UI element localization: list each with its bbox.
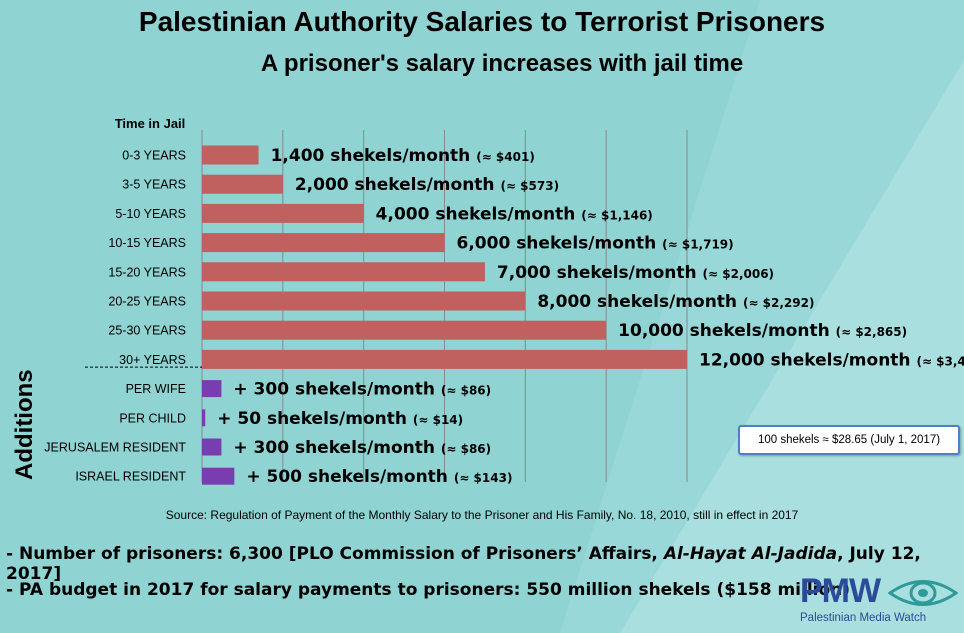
source-note: Source: Regulation of Payment of the Mon… (165, 508, 799, 522)
data-label: 8,000 shekels/month (≈ $2,292) (537, 292, 814, 312)
data-label-usd: (≈ $3,438) (916, 354, 964, 368)
bar (202, 380, 222, 398)
bar (202, 174, 283, 194)
chart-subtitle: A prisoner's salary increases with jail … (260, 50, 744, 77)
data-label: 6,000 shekels/month (≈ $1,719) (457, 234, 734, 254)
budget-note: - PA budget in 2017 for salary payments … (6, 580, 851, 600)
category-label: JERUSALEM RESIDENT (44, 441, 186, 455)
data-label-shekels: 4,000 shekels/month (376, 204, 582, 224)
category-label: 15-20 YEARS (108, 265, 186, 279)
data-label-usd: (≈ $1,719) (662, 238, 734, 252)
bar (202, 262, 485, 282)
axis-header: Time in Jail (115, 116, 186, 131)
data-label-shekels: + 500 shekels/month (246, 467, 453, 487)
pmw-logo: PMW Palestinian Media Watch (800, 572, 960, 628)
bar (202, 233, 445, 253)
prisoner-count-note: - Number of prisoners: 6,300 [PLO Commis… (6, 544, 964, 584)
category-label: PER CHILD (119, 411, 186, 425)
category-label: 25-30 YEARS (108, 324, 186, 338)
category-label: PER WIFE (126, 382, 186, 396)
logo-subtitle: Palestinian Media Watch (800, 612, 927, 624)
data-label: 12,000 shekels/month (≈ $3,438) (699, 350, 964, 370)
data-label-usd: (≈ $86) (441, 442, 491, 456)
data-label-usd: (≈ $401) (476, 150, 535, 164)
data-label-usd: (≈ $86) (441, 384, 491, 398)
note1-italic: Al-Hayat Al-Jadida (663, 544, 838, 564)
data-label: 7,000 shekels/month (≈ $2,006) (497, 263, 774, 283)
data-label-usd: (≈ $1,146) (581, 208, 653, 222)
data-label: + 300 shekels/month (≈ $86) (233, 438, 491, 458)
data-label-shekels: + 50 shekels/month (217, 409, 413, 429)
bar (202, 145, 259, 165)
data-label-shekels: + 300 shekels/month (233, 438, 441, 458)
data-label-shekels: 10,000 shekels/month (618, 321, 835, 341)
category-label: 30+ YEARS (119, 353, 186, 367)
data-label: 4,000 shekels/month (≈ $1,146) (376, 204, 653, 224)
category-label: 0-3 YEARS (122, 149, 186, 163)
bar (202, 349, 687, 369)
data-label-shekels: + 300 shekels/month (233, 380, 441, 400)
category-label: 3-5 YEARS (122, 178, 186, 192)
bar (202, 409, 206, 427)
category-label: 10-15 YEARS (108, 236, 186, 250)
additions-label: Additions (11, 369, 38, 480)
category-label: ISRAEL RESIDENT (75, 470, 186, 484)
bar (202, 438, 222, 456)
data-label: + 500 shekels/month (≈ $143) (246, 467, 512, 487)
bar-chart: Time in Jail 0-3 YEARS 1,400 shekels/month… (44, 116, 964, 487)
bar (202, 203, 364, 223)
data-label-shekels: 1,400 shekels/month (271, 146, 477, 166)
data-label: + 50 shekels/month (≈ $14) (217, 409, 463, 429)
data-label: + 300 shekels/month (≈ $86) (233, 380, 491, 400)
data-label-shekels: 2,000 shekels/month (295, 175, 501, 195)
data-label-shekels: 6,000 shekels/month (457, 234, 663, 254)
data-label-usd: (≈ $573) (500, 179, 559, 193)
bar (202, 320, 607, 340)
bar (202, 291, 526, 311)
data-label-shekels: 7,000 shekels/month (497, 263, 703, 283)
data-label-usd: (≈ $2,006) (703, 267, 775, 281)
data-label: 1,400 shekels/month (≈ $401) (271, 146, 535, 166)
eye-icon (888, 580, 958, 606)
data-label-usd: (≈ $2,865) (836, 325, 908, 339)
data-label-usd: (≈ $2,292) (743, 296, 815, 310)
conversion-note: 100 shekels ≈ $28.65 (July 1, 2017) (738, 425, 960, 455)
data-label-usd: (≈ $14) (413, 413, 463, 427)
data-label-shekels: 8,000 shekels/month (537, 292, 743, 312)
category-label: 20-25 YEARS (108, 295, 186, 309)
bar (202, 467, 235, 485)
data-label-shekels: 12,000 shekels/month (699, 350, 916, 370)
data-label: 10,000 shekels/month (≈ $2,865) (618, 321, 907, 341)
category-label: 5-10 YEARS (115, 207, 186, 221)
note1-pre: - Number of prisoners: 6,300 [PLO Commis… (6, 544, 664, 564)
note1-post: , July 12, 2017] (6, 544, 921, 584)
data-label: 2,000 shekels/month (≈ $573) (295, 175, 559, 195)
data-label-usd: (≈ $143) (454, 471, 513, 485)
logo-name: PMW (800, 572, 881, 610)
chart-title: Palestinian Authority Salaries to Terror… (138, 6, 826, 37)
